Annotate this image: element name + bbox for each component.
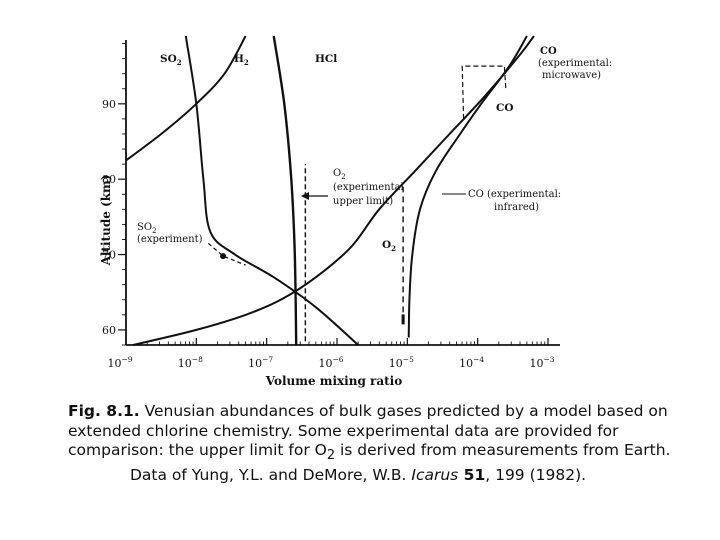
co-curve-label: CO <box>496 102 514 114</box>
y-tick-label: 60 <box>102 324 116 337</box>
co-microwave-label-3: microwave) <box>542 70 601 81</box>
annotations: SO2 (experiment) O2 (experimental upper … <box>137 46 612 245</box>
plot-area: 10−9 10−8 10−7 10−6 10−5 10−4 10−3 60 70 80 90 <box>102 35 560 370</box>
co-microwave-box <box>461 65 507 119</box>
so2-experiment-label: SO2 <box>137 222 157 235</box>
experimental-data <box>207 65 507 342</box>
so2-experiment-line <box>207 242 246 266</box>
y-tick-label: 90 <box>102 98 116 111</box>
o2-limit-label-3: upper limit) <box>333 196 393 207</box>
caption-line-4: Data of Yung, Y.L. and DeMore, W.B. Icar… <box>130 465 587 484</box>
y-tick-label: 80 <box>102 173 116 186</box>
x-tick-label: 10−4 <box>459 355 484 370</box>
caption-line-1: Fig. 8.1. Venusian abundances of bulk ga… <box>68 402 668 420</box>
x-tick-label: 10−9 <box>107 355 132 370</box>
o2-curve-label: O2 <box>382 239 396 253</box>
figure-number: Fig. 8.1. <box>68 402 140 420</box>
journal-volume: 51 <box>458 465 486 484</box>
so2-experiment-label-2: (experiment) <box>137 234 203 245</box>
caption-line-3: comparison: the upper limit for O2 is de… <box>68 441 671 464</box>
o2-limit-label: O2 <box>333 168 346 181</box>
curve-labels: SO2 H2 HCl O2 CO <box>160 53 514 253</box>
co-curve <box>407 35 528 338</box>
y-tick-label: 70 <box>102 249 116 262</box>
figure-caption: Fig. 8.1. Venusian abundances of bulk ga… <box>68 402 678 485</box>
caption-line-2: extended chlorine chemistry. Some experi… <box>68 421 619 440</box>
x-tick-label: 10−3 <box>529 355 554 370</box>
x-tick-label: 10−7 <box>248 355 273 370</box>
hcl-curve-label: HCl <box>315 53 337 65</box>
h2-curve <box>125 35 247 162</box>
co-infrared-label-2: infrared) <box>494 202 539 213</box>
h2-curve-label: H2 <box>234 53 249 67</box>
x-ticks: 10−9 10−8 10−7 10−6 10−5 10−4 10−3 <box>107 338 555 370</box>
so2-experiment-point <box>220 253 227 260</box>
y-ticks: 60 70 80 90 <box>102 43 126 346</box>
so2-curve-label: SO2 <box>160 53 182 67</box>
o2-limit-arrowhead <box>301 192 309 200</box>
journal-name: Icarus <box>411 465 459 484</box>
co-infrared-label: CO (experimental: <box>468 189 561 200</box>
o2-curve <box>132 35 535 346</box>
x-tick-label: 10−5 <box>389 355 414 370</box>
co-microwave-label: CO <box>540 46 557 57</box>
o2-limit-label-2: (experimental <box>333 182 404 193</box>
co-microwave-label-2: (experimental: <box>538 58 612 69</box>
hcl-curve <box>272 35 298 346</box>
x-tick-label: 10−8 <box>178 355 203 370</box>
x-tick-label: 10−6 <box>318 355 343 370</box>
co-infrared-marker <box>401 314 405 325</box>
curves <box>125 35 535 346</box>
y-axis-label: Altitude (km) <box>99 175 113 267</box>
x-axis-label: Volume mixing ratio <box>265 374 402 388</box>
